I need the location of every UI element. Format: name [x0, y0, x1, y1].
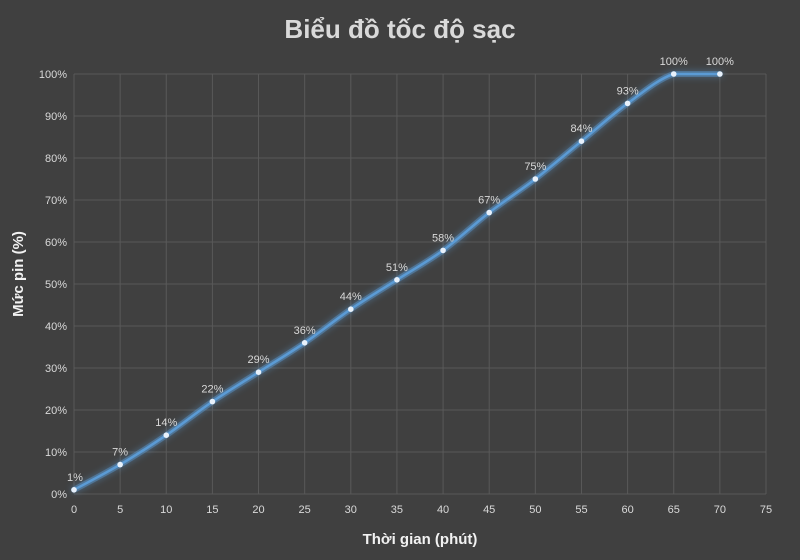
- data-point: [163, 432, 170, 439]
- y-tick-label: 40%: [45, 321, 67, 333]
- data-point: [532, 176, 539, 182]
- y-tick-label: 50%: [45, 279, 67, 291]
- data-label: 44%: [340, 291, 362, 303]
- data-point: [117, 461, 123, 468]
- y-tick-label: 10%: [45, 447, 67, 459]
- data-label: 51%: [386, 262, 408, 274]
- data-label: 14%: [155, 417, 177, 429]
- data-label: 75%: [524, 161, 546, 173]
- x-tick-label: 25: [299, 504, 311, 516]
- x-tick-label: 65: [668, 504, 680, 516]
- y-tick-label: 0%: [51, 489, 67, 501]
- x-tick-label: 35: [391, 504, 403, 516]
- data-point: [717, 71, 723, 77]
- data-markers: [71, 71, 723, 493]
- x-tick-label: 0: [71, 504, 77, 516]
- data-point: [670, 71, 677, 77]
- x-axis-ticks: 0 5 10 15 20 25 30 35 40 45 50 55 60 65 70 75: [71, 504, 772, 516]
- y-tick-label: 80%: [45, 153, 67, 165]
- data-label: 36%: [294, 325, 316, 337]
- x-tick-label: 5: [117, 504, 123, 516]
- y-tick-label: 20%: [45, 405, 67, 417]
- y-tick-label: 30%: [45, 363, 67, 375]
- data-point: [255, 369, 262, 376]
- x-tick-label: 15: [206, 504, 218, 516]
- y-axis-ticks: 0% 10% 20% 30% 40% 50% 60% 70% 80% 90% 100%: [39, 69, 67, 501]
- data-point: [624, 100, 631, 107]
- data-label: 100%: [706, 56, 734, 68]
- data-label: 22%: [201, 384, 223, 396]
- data-label: 67%: [478, 195, 500, 207]
- x-tick-label: 30: [345, 504, 357, 516]
- data-point: [578, 138, 585, 144]
- x-tick-label: 20: [252, 504, 264, 516]
- gridlines: [73, 73, 767, 495]
- data-label: 93%: [617, 85, 639, 97]
- data-point: [486, 209, 493, 216]
- x-tick-label: 45: [483, 504, 495, 516]
- x-tick-label: 75: [760, 504, 772, 516]
- data-labels: 1% 7% 14% 22% 29% 36% 44% 51% 58% 67% 75% 84% 93% 100…: [67, 56, 734, 484]
- data-point: [394, 277, 400, 283]
- x-tick-label: 50: [529, 504, 541, 516]
- y-tick-label: 60%: [45, 237, 67, 249]
- x-tick-label: 55: [575, 504, 587, 516]
- data-label: 7%: [112, 447, 128, 459]
- y-tick-label: 100%: [39, 69, 67, 81]
- data-point: [348, 306, 354, 313]
- x-tick-label: 10: [160, 504, 172, 516]
- y-axis-title: Mức pin (%): [10, 231, 27, 317]
- x-tick-label: 40: [437, 504, 449, 516]
- data-point: [71, 487, 77, 493]
- x-axis-title: Thời gian (phút): [363, 531, 478, 548]
- data-point: [440, 247, 446, 254]
- y-tick-label: 90%: [45, 111, 67, 123]
- data-point: [301, 340, 308, 346]
- data-point: [209, 398, 216, 405]
- y-tick-label: 70%: [45, 195, 67, 207]
- chart-title: Biểu đồ tốc độ sạc: [284, 14, 515, 44]
- data-label: 29%: [248, 354, 270, 366]
- data-label: 1%: [67, 472, 83, 484]
- data-label: 58%: [432, 232, 454, 244]
- data-label: 84%: [570, 123, 592, 135]
- x-tick-label: 60: [621, 504, 633, 516]
- x-tick-label: 70: [714, 504, 726, 516]
- data-label: 100%: [660, 56, 688, 68]
